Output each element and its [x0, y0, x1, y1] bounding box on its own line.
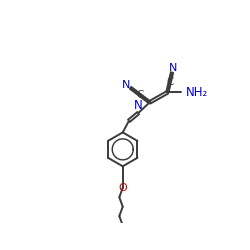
Text: C: C — [136, 90, 143, 100]
Text: NH₂: NH₂ — [186, 86, 208, 99]
Text: C: C — [166, 77, 173, 87]
Text: N: N — [134, 100, 142, 112]
Text: O: O — [118, 183, 127, 193]
Text: N: N — [122, 80, 130, 90]
Text: N: N — [169, 63, 177, 73]
